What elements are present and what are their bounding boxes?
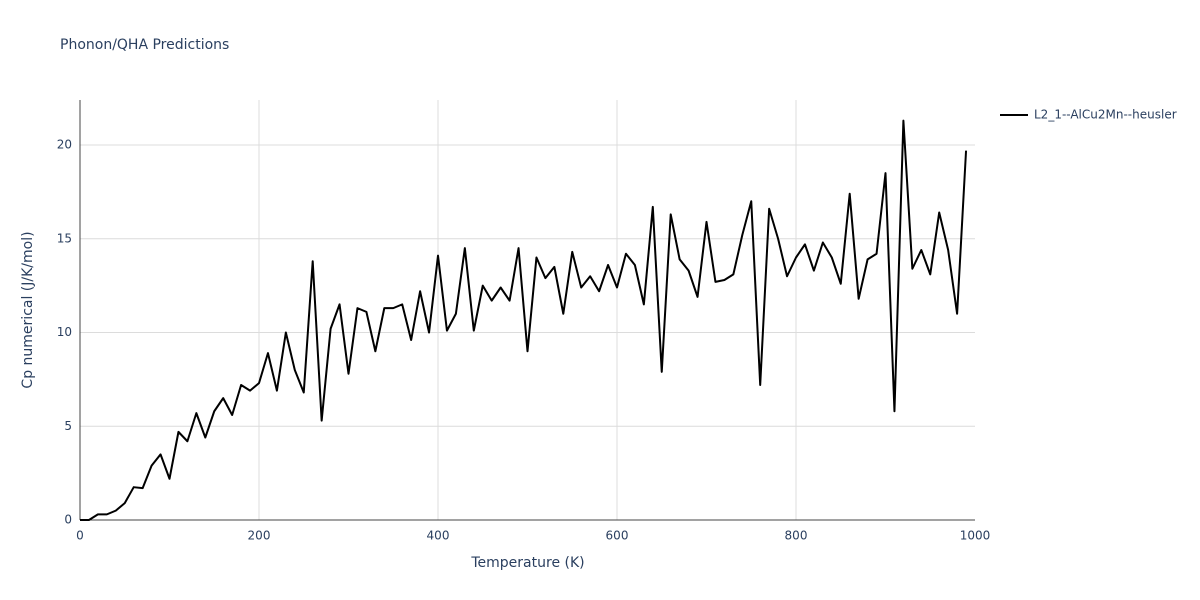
y-tick-label: 10 <box>57 325 72 339</box>
x-tick-label: 1000 <box>960 529 991 543</box>
y-tick-label: 0 <box>64 513 72 527</box>
y-tick-label: 5 <box>64 419 72 433</box>
x-tick-label: 200 <box>248 529 271 543</box>
y-tick-label: 15 <box>57 231 72 245</box>
x-axis-title: Temperature (K) <box>470 555 584 571</box>
x-tick-label: 400 <box>427 529 450 543</box>
y-tick-label: 20 <box>57 138 72 152</box>
data-line <box>80 119 968 521</box>
x-tick-label: 600 <box>606 529 629 543</box>
legend-label[interactable]: L2_1--AlCu2Mn--heusler <box>1034 108 1177 122</box>
y-axis-title: Cp numerical (J/K/mol) <box>20 231 36 388</box>
chart-title: Phonon/QHA Predictions <box>60 37 229 53</box>
x-tick-label: 0 <box>76 529 84 543</box>
x-tick-label: 800 <box>785 529 808 543</box>
